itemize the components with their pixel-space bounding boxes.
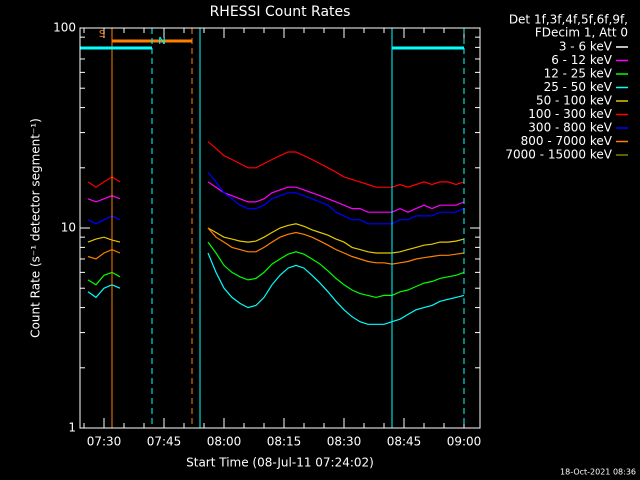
- legend-label: 6 - 12 keV: [551, 53, 613, 67]
- legend-label: 50 - 100 keV: [536, 94, 613, 108]
- plot-frame: [79, 27, 481, 429]
- legend-title: FDecim 1, Att 0: [535, 26, 628, 40]
- legend-label: 3 - 6 keV: [559, 40, 613, 54]
- flag-label: N: [158, 36, 165, 47]
- series-line: [87, 252, 465, 325]
- series-line: [87, 181, 465, 213]
- x-axis-label: Start Time (08-Jul-11 07:24:02): [186, 456, 374, 470]
- series-line: [87, 241, 465, 299]
- x-tick-label: 08:00: [207, 435, 242, 449]
- legend-label: 25 - 50 keV: [544, 80, 613, 94]
- y-tick-label: 10: [61, 221, 76, 235]
- chart-title: RHESSI Count Rates: [210, 4, 351, 20]
- legend-label: 12 - 25 keV: [544, 67, 613, 81]
- legend-label: 100 - 300 keV: [528, 107, 612, 121]
- series-line: [87, 141, 465, 188]
- series-line: [87, 223, 465, 254]
- x-tick-label: 09:00: [447, 435, 482, 449]
- x-tick-label: 07:30: [87, 435, 122, 449]
- flag-label: S: [99, 29, 105, 40]
- y-axis-label: Count Rate (s⁻¹ detector segment⁻¹): [29, 118, 43, 338]
- series-line: [87, 171, 465, 225]
- x-tick-label: 08:45: [387, 435, 422, 449]
- y-tick-label: 100: [53, 21, 76, 35]
- legend-title: Det 1f,3f,4f,5f,6f,9f,: [509, 13, 628, 27]
- legend-label: 800 - 7000 keV: [521, 134, 613, 148]
- x-tick-label: 08:30: [327, 435, 362, 449]
- y-tick-label: 1: [68, 421, 76, 435]
- legend-label: 300 - 800 keV: [528, 121, 612, 135]
- footer: 18-Oct-2021 08:36: [560, 468, 636, 477]
- legend-label: 7000 - 15000 keV: [505, 148, 612, 162]
- x-tick-label: 08:15: [267, 435, 302, 449]
- x-tick-label: 07:45: [147, 435, 182, 449]
- series-line: [87, 236, 464, 328]
- series-line: [87, 227, 465, 265]
